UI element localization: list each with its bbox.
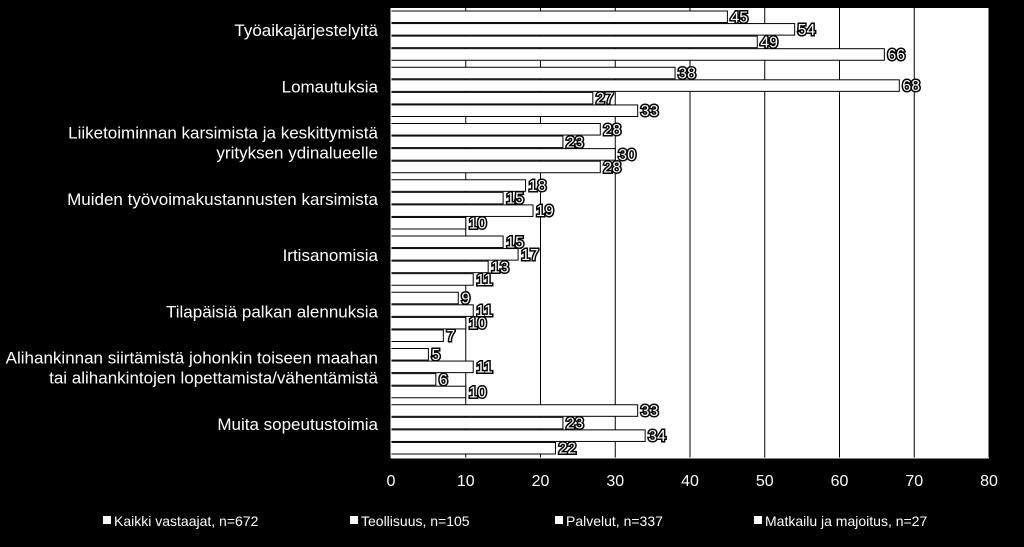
data-label: 17 xyxy=(521,247,539,264)
bar xyxy=(390,10,728,24)
category-label: Liiketoiminnan karsimista ja keskittymis… xyxy=(68,124,378,143)
bar xyxy=(390,273,474,286)
data-label: 6 xyxy=(439,372,448,389)
data-label: 23 xyxy=(566,134,584,151)
bar xyxy=(390,191,504,205)
data-label: 27 xyxy=(596,91,614,108)
bar xyxy=(390,91,594,105)
data-label: 33 xyxy=(641,403,659,420)
category-label: Muita sopeutustoimia xyxy=(217,415,378,434)
x-tick-label: 20 xyxy=(532,473,550,490)
data-label: 15 xyxy=(506,191,524,208)
data-label: 54 xyxy=(798,22,816,39)
bar xyxy=(390,329,444,342)
bar xyxy=(390,441,556,455)
bar xyxy=(390,160,601,174)
bar xyxy=(390,66,676,80)
bar xyxy=(390,104,639,117)
bar xyxy=(390,123,601,136)
legend-label: Palvelut, n=337 xyxy=(566,513,663,529)
x-tick-label: 70 xyxy=(905,473,923,490)
data-label: 19 xyxy=(536,203,554,220)
bar xyxy=(390,429,646,442)
x-tick-label: 40 xyxy=(681,473,699,490)
x-tick-label: 80 xyxy=(980,473,998,490)
data-label: 22 xyxy=(558,441,576,458)
data-label: 10 xyxy=(469,384,487,401)
data-label: 23 xyxy=(566,416,584,433)
data-label: 34 xyxy=(648,428,666,445)
bar xyxy=(390,304,474,317)
data-label: 33 xyxy=(641,103,659,120)
bar xyxy=(390,148,616,161)
bar xyxy=(390,260,489,274)
bar xyxy=(390,216,467,230)
legend-swatch xyxy=(555,516,563,524)
bar xyxy=(390,291,459,305)
data-label: 10 xyxy=(469,216,487,233)
legend-swatch xyxy=(754,516,762,524)
data-label: 66 xyxy=(887,47,905,64)
legend-swatch xyxy=(103,516,111,524)
legend-label: Kaikki vastaajat, n=672 xyxy=(114,513,259,529)
bar xyxy=(390,385,467,399)
bar xyxy=(390,48,885,61)
category-label: Irtisanomisia xyxy=(283,246,379,265)
x-tick-label: 0 xyxy=(387,473,396,490)
bar xyxy=(390,135,564,149)
bar xyxy=(390,35,758,49)
category-label: Työaikajärjestelyitä xyxy=(234,21,378,40)
category-label: tai alihankintojen lopettamista/vähentäm… xyxy=(49,369,378,388)
data-label: 30 xyxy=(618,147,636,164)
data-label: 13 xyxy=(491,259,509,276)
data-label: 28 xyxy=(603,122,621,139)
data-label: 7 xyxy=(446,328,455,345)
data-label: 68 xyxy=(902,78,920,95)
data-label: 18 xyxy=(529,178,547,195)
data-label: 9 xyxy=(461,291,470,308)
bar xyxy=(390,79,900,92)
x-tick-label: 30 xyxy=(606,473,624,490)
data-label: 11 xyxy=(476,359,493,376)
bar xyxy=(390,23,796,36)
bar xyxy=(390,316,467,330)
category-label: Lomautuksia xyxy=(282,77,379,96)
data-label: 38 xyxy=(678,66,696,83)
bar xyxy=(390,416,564,430)
x-tick-label: 10 xyxy=(457,473,475,490)
data-label: 10 xyxy=(469,316,487,333)
x-tick-label: 50 xyxy=(756,473,774,490)
data-label: 5 xyxy=(431,347,440,364)
bar xyxy=(390,360,474,374)
category-label: yrityksen ydinalueelle xyxy=(216,144,378,163)
legend-label: Teollisuus, n=105 xyxy=(361,513,470,529)
bar xyxy=(390,248,519,261)
legend-label: Matkailu ja majoitus, n=27 xyxy=(765,513,927,529)
bar xyxy=(390,373,437,386)
bar xyxy=(390,235,504,249)
category-label: Alihankinnan siirtämistä johonkin toisee… xyxy=(6,349,378,368)
data-label: 49 xyxy=(760,34,778,51)
bar xyxy=(390,204,534,217)
data-label: 11 xyxy=(476,303,493,320)
bar xyxy=(390,179,527,192)
bar xyxy=(390,404,639,417)
x-tick-label: 60 xyxy=(831,473,849,490)
category-label: Muiden työvoimakustannusten karsimista xyxy=(67,190,378,209)
legend-swatch xyxy=(350,516,358,524)
category-label: Tilapäisiä palkan alennuksia xyxy=(166,302,379,321)
bar xyxy=(390,348,429,361)
data-label: 11 xyxy=(476,272,493,289)
data-label: 15 xyxy=(506,234,524,251)
data-label: 45 xyxy=(730,9,748,26)
data-label: 28 xyxy=(603,159,621,176)
